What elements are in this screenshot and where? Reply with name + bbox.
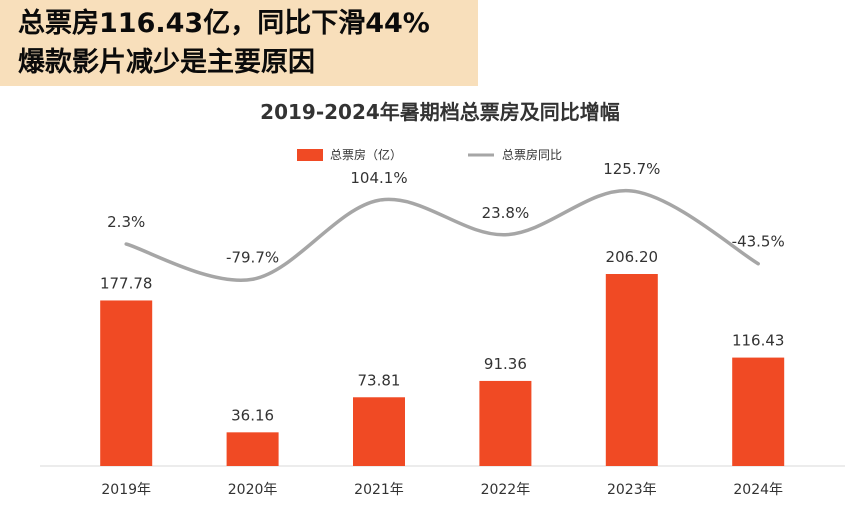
chart-container: 2019-2024年暑期档总票房及同比增幅总票房（亿） 总票房同比 177.78 20… — [0, 86, 859, 515]
bar-value-label: 206.20 — [606, 248, 659, 266]
x-tick-label: 2019年 — [101, 482, 151, 498]
yoy-value-label: 23.8% — [482, 204, 530, 222]
headline-banner: 总票房116.43亿，同比下滑44% 爆款影片减少是主要原因 — [0, 0, 478, 86]
yoy-value-label: -43.5% — [732, 233, 785, 251]
bar — [226, 432, 279, 466]
yoy-value-label: -79.7% — [226, 248, 279, 266]
bar-value-label: 177.78 — [100, 274, 153, 292]
bar — [353, 397, 405, 466]
x-tick-label: 2022年 — [481, 482, 531, 498]
x-tick-label: 2023年 — [607, 482, 657, 498]
bar — [605, 274, 658, 466]
headline-line-2: 爆款影片减少是主要原因 — [18, 47, 315, 78]
yoy-value-label: 2.3% — [107, 213, 145, 231]
bar — [479, 380, 532, 466]
headline-line-1: 总票房116.43亿，同比下滑44% — [18, 8, 430, 39]
yoy-value-label: 104.1% — [350, 169, 407, 187]
legend-bar-swatch — [297, 149, 323, 161]
yoy-line — [124, 188, 760, 282]
bar — [100, 300, 153, 466]
bar-value-label: 73.81 — [358, 371, 401, 389]
bar-value-label: 36.16 — [231, 406, 274, 424]
yoy-value-label: 125.7% — [603, 160, 660, 178]
x-tick-label: 2024年 — [733, 482, 783, 498]
bar-value-label: 116.43 — [732, 332, 785, 350]
x-tick-label: 2020年 — [228, 482, 278, 498]
bar-value-label: 91.36 — [484, 355, 527, 373]
legend-line-label: 总票房同比 — [502, 147, 562, 162]
bar — [732, 357, 785, 466]
x-tick-label: 2021年 — [354, 482, 404, 498]
legend-bar-label: 总票房（亿） — [330, 147, 402, 162]
chart-title: 2019-2024年暑期档总票房及同比增幅 — [260, 100, 620, 124]
